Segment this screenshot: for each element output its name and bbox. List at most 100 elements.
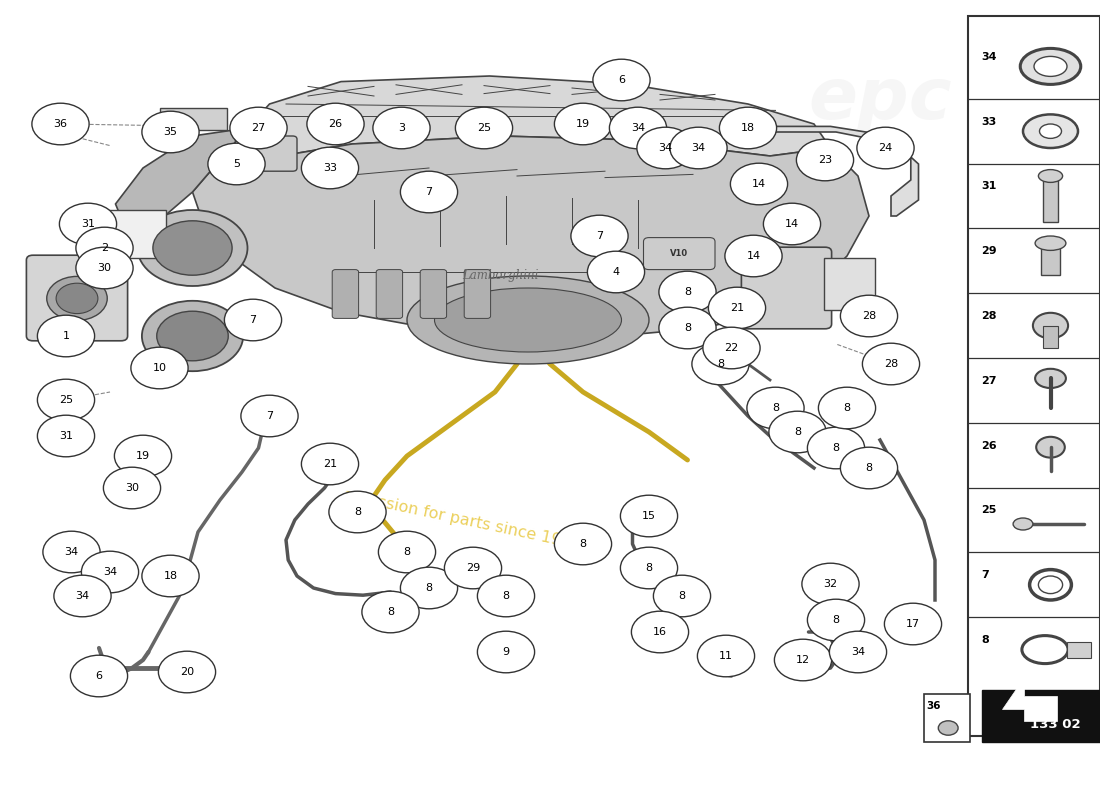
Circle shape (477, 575, 535, 617)
Circle shape (142, 111, 199, 153)
Ellipse shape (138, 210, 248, 286)
Circle shape (43, 531, 100, 573)
Ellipse shape (938, 721, 958, 735)
Text: 34: 34 (692, 143, 705, 153)
Text: 25: 25 (477, 123, 491, 133)
Text: 28: 28 (862, 311, 876, 321)
Text: 27: 27 (981, 376, 997, 386)
Circle shape (400, 171, 458, 213)
Circle shape (796, 139, 854, 181)
Ellipse shape (56, 283, 98, 314)
Text: epc: epc (808, 66, 952, 134)
Text: 32: 32 (824, 579, 837, 589)
Circle shape (703, 327, 760, 369)
Text: 7: 7 (426, 187, 432, 197)
Circle shape (708, 287, 766, 329)
Text: 8: 8 (387, 607, 394, 617)
Circle shape (76, 247, 133, 289)
FancyBboxPatch shape (26, 255, 128, 341)
Circle shape (719, 107, 777, 149)
Text: V10: V10 (670, 249, 688, 258)
Circle shape (593, 59, 650, 101)
Circle shape (158, 651, 216, 693)
Circle shape (301, 147, 359, 189)
Bar (1067, 642, 1091, 658)
Text: 8: 8 (426, 583, 432, 593)
Text: 23: 23 (818, 155, 832, 165)
Text: 26: 26 (981, 441, 997, 450)
Circle shape (730, 163, 788, 205)
Circle shape (774, 639, 832, 681)
Text: 6: 6 (618, 75, 625, 85)
Text: 24: 24 (879, 143, 892, 153)
Circle shape (477, 631, 535, 673)
Text: 8: 8 (833, 443, 839, 453)
Text: 8: 8 (646, 563, 652, 573)
Text: 2: 2 (101, 243, 108, 253)
Ellipse shape (1038, 170, 1063, 182)
Text: 34: 34 (851, 647, 865, 657)
Circle shape (301, 443, 359, 485)
Text: 8: 8 (503, 591, 509, 601)
Circle shape (653, 575, 711, 617)
Ellipse shape (47, 276, 108, 321)
Text: 25: 25 (59, 395, 73, 405)
Ellipse shape (1034, 56, 1067, 76)
Text: 10: 10 (153, 363, 166, 373)
Circle shape (37, 415, 95, 457)
Ellipse shape (153, 221, 232, 275)
Text: 28: 28 (884, 359, 898, 369)
Text: 18: 18 (741, 123, 755, 133)
Text: 16: 16 (653, 627, 667, 637)
Circle shape (37, 315, 95, 357)
Polygon shape (248, 76, 830, 156)
Text: 1: 1 (63, 331, 69, 341)
Circle shape (670, 127, 727, 169)
Text: 31: 31 (981, 182, 997, 191)
Text: 7: 7 (596, 231, 603, 241)
Circle shape (37, 379, 95, 421)
Circle shape (884, 603, 942, 645)
Circle shape (208, 143, 265, 185)
FancyBboxPatch shape (332, 270, 359, 318)
Circle shape (554, 523, 612, 565)
Text: 36: 36 (54, 119, 67, 129)
Text: 8: 8 (866, 463, 872, 473)
Polygon shape (748, 126, 918, 216)
Circle shape (840, 295, 898, 337)
Circle shape (659, 271, 716, 313)
Circle shape (230, 107, 287, 149)
Ellipse shape (1023, 114, 1078, 148)
Circle shape (54, 575, 111, 617)
Text: 8: 8 (794, 427, 801, 437)
Text: 34: 34 (659, 143, 672, 153)
Ellipse shape (1035, 369, 1066, 388)
Circle shape (241, 395, 298, 437)
Text: 27: 27 (252, 123, 265, 133)
Circle shape (373, 107, 430, 149)
Ellipse shape (1040, 124, 1062, 138)
Text: 4: 4 (613, 267, 619, 277)
Text: 14: 14 (752, 179, 766, 189)
Text: 7: 7 (981, 570, 989, 580)
Circle shape (307, 103, 364, 145)
Circle shape (571, 215, 628, 257)
Text: 7: 7 (266, 411, 273, 421)
Circle shape (857, 127, 914, 169)
Text: 8: 8 (684, 287, 691, 297)
Text: 34: 34 (631, 123, 645, 133)
Circle shape (697, 635, 755, 677)
Bar (924, 694, 970, 742)
Text: 25: 25 (981, 506, 997, 515)
Bar (1043, 326, 1058, 348)
Circle shape (609, 107, 667, 149)
Ellipse shape (156, 311, 229, 361)
Text: Lamborghini: Lamborghini (462, 270, 539, 282)
Text: 31: 31 (59, 431, 73, 441)
Text: 34: 34 (65, 547, 78, 557)
Circle shape (769, 411, 826, 453)
Text: 21: 21 (323, 459, 337, 469)
Text: 8: 8 (404, 547, 410, 557)
Text: 7: 7 (250, 315, 256, 325)
FancyBboxPatch shape (376, 270, 403, 318)
